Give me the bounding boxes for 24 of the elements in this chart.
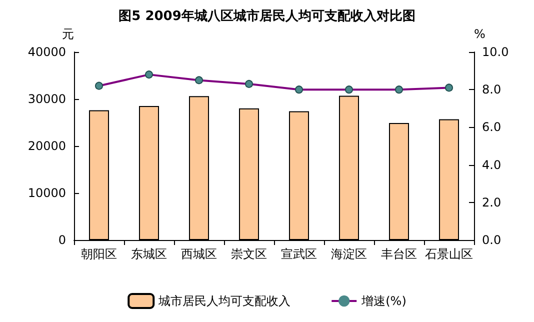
y2-tick-label: 2.0 xyxy=(482,195,502,210)
y2-tick-label: 10.0 xyxy=(482,45,509,59)
y-tick-label: 10000 xyxy=(28,186,66,200)
x-tick-label: 西城区 xyxy=(181,247,217,261)
x-tick-label: 海淀区 xyxy=(331,247,367,261)
x-tick-label: 朝阳区 xyxy=(81,247,117,261)
y2-tick-label: 4.0 xyxy=(482,158,502,172)
y-tick-label: 20000 xyxy=(28,139,66,153)
x-tick-label: 宣武区 xyxy=(281,247,317,261)
y2-tick-label: 6.0 xyxy=(482,120,502,134)
legend-label: 城市居民人均可支配收入 xyxy=(158,294,291,308)
y2-axis-title: % xyxy=(474,27,486,41)
legend-label: 增速(%) xyxy=(360,294,406,308)
x-tick-label: 东城区 xyxy=(131,247,167,261)
x-tick-label: 石景山区 xyxy=(425,247,473,261)
x-tick-label: 丰台区 xyxy=(381,247,417,261)
y-tick-label: 30000 xyxy=(28,92,66,106)
y2-tick-label: 0.0 xyxy=(482,233,502,247)
y-tick-label: 0 xyxy=(58,233,66,247)
y-axis-title: 元 xyxy=(62,27,74,41)
y2-tick-label: 8.0 xyxy=(482,82,502,97)
chart-title: 图5 2009年城八区城市居民人均可支配收入对比图 xyxy=(118,8,416,24)
y-tick-label: 40000 xyxy=(28,45,66,59)
x-tick-label: 崇文区 xyxy=(231,247,267,261)
